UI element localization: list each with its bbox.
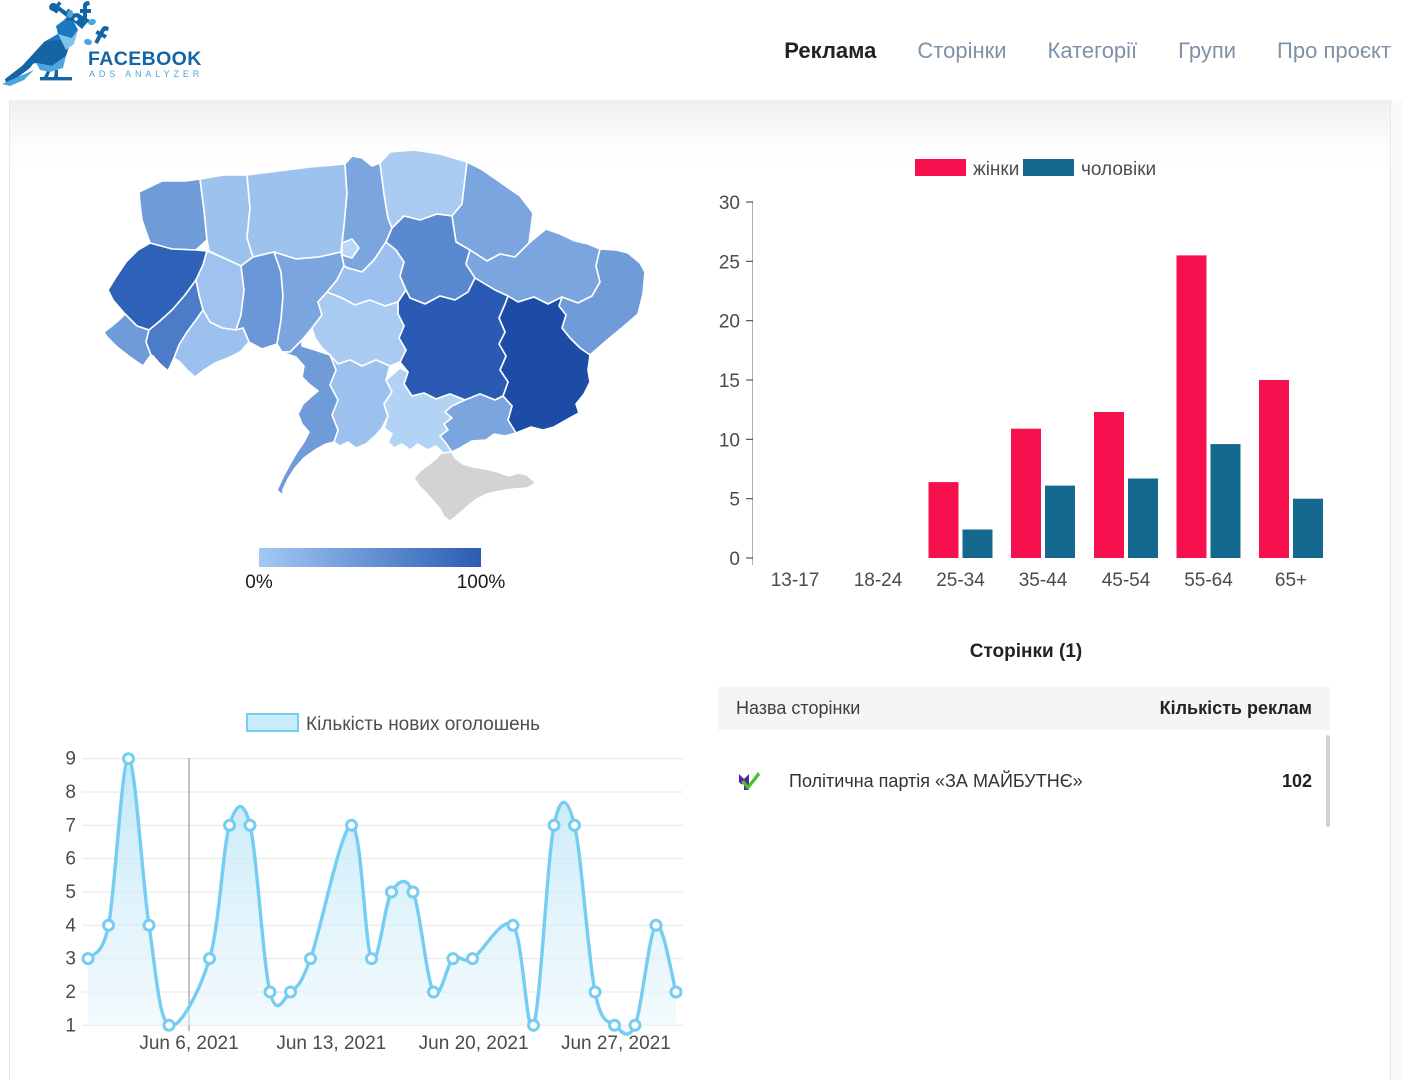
svg-text:4: 4 <box>65 915 76 936</box>
svg-text:0%: 0% <box>245 572 273 593</box>
svg-text:8: 8 <box>65 782 76 803</box>
svg-text:10: 10 <box>719 430 740 451</box>
svg-text:0: 0 <box>729 549 740 570</box>
svg-text:45-54: 45-54 <box>1102 570 1151 591</box>
svg-text:65+: 65+ <box>1275 570 1307 591</box>
svg-text:20: 20 <box>719 312 740 333</box>
svg-text:жінки: жінки <box>973 159 1019 180</box>
svg-text:5: 5 <box>729 490 740 511</box>
svg-text:6: 6 <box>65 849 76 870</box>
svg-text:FACEBOOK: FACEBOOK <box>88 48 202 70</box>
svg-text:Кількість нових оголошень: Кількість нових оголошень <box>306 714 540 735</box>
svg-text:9: 9 <box>65 749 76 770</box>
svg-text:Jun 6, 2021: Jun 6, 2021 <box>139 1033 238 1054</box>
svg-text:35-44: 35-44 <box>1019 570 1068 591</box>
svg-text:15: 15 <box>719 371 740 392</box>
svg-text:Jun 13, 2021: Jun 13, 2021 <box>276 1033 386 1054</box>
svg-text:Jun 27, 2021: Jun 27, 2021 <box>561 1033 671 1054</box>
svg-text:ADS ANALYZER: ADS ANALYZER <box>89 69 203 79</box>
svg-text:18-24: 18-24 <box>854 570 903 591</box>
svg-text:30: 30 <box>719 193 740 214</box>
svg-text:3: 3 <box>65 949 76 970</box>
svg-text:55-64: 55-64 <box>1184 570 1233 591</box>
svg-text:7: 7 <box>65 815 76 836</box>
svg-text:1: 1 <box>65 1015 76 1036</box>
svg-text:Jun 20, 2021: Jun 20, 2021 <box>419 1033 529 1054</box>
svg-text:100%: 100% <box>457 572 506 593</box>
svg-text:25: 25 <box>719 252 740 273</box>
svg-text:25-34: 25-34 <box>936 570 985 591</box>
svg-text:5: 5 <box>65 882 76 903</box>
svg-text:чоловіки: чоловіки <box>1081 159 1156 180</box>
svg-text:13-17: 13-17 <box>771 570 820 591</box>
svg-text:2: 2 <box>65 982 76 1003</box>
